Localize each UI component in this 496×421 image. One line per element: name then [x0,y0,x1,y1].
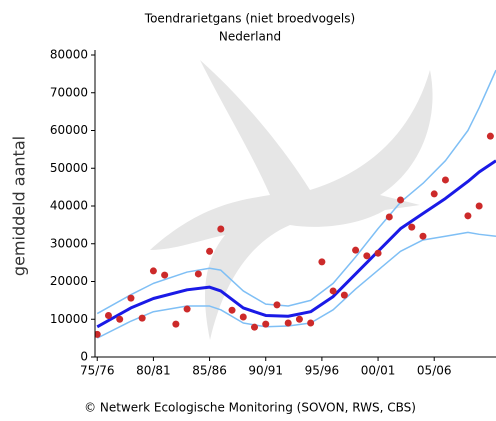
x-tick-label: 00/01 [361,364,396,378]
swift-silhouette [150,60,433,340]
data-point [330,287,337,294]
data-point [419,233,426,240]
y-tick-label: 20000 [50,274,88,288]
data-point [127,295,134,302]
x-tick-label: 80/81 [136,364,171,378]
data-point [431,190,438,197]
data-point [161,272,168,279]
data-point [116,316,123,323]
y-tick-label: 30000 [50,236,88,250]
x-tick-label: 90/91 [248,364,283,378]
data-point [206,248,213,255]
data-point [464,212,471,219]
data-point [476,203,483,210]
data-point [240,313,247,320]
data-point [296,316,303,323]
chart-subtitle: Nederland [219,30,281,44]
data-point [251,324,258,331]
data-point [307,320,314,327]
data-point [397,196,404,203]
y-tick-label: 50000 [50,161,88,175]
chart-title: Toendrarietgans (niet broedvogels) [144,12,355,26]
data-point [318,258,325,265]
data-point [341,292,348,299]
data-point [262,321,269,328]
chart: Toendrarietgans (niet broedvogels) Neder… [0,0,496,421]
data-point [408,224,415,231]
y-tick-label: 10000 [50,312,88,326]
data-point [386,213,393,220]
data-point [285,320,292,327]
x-tick-label: 05/06 [417,364,452,378]
y-axis-label: gemiddeld aantal [10,136,29,276]
data-point [150,267,157,274]
data-point [229,307,236,314]
data-point [375,250,382,257]
y-tick-label: 80000 [50,48,88,62]
data-point [273,301,280,308]
data-point [184,306,191,313]
data-point [352,247,359,254]
data-point [363,252,370,259]
data-point [172,321,179,328]
y-tick-label: 40000 [50,199,88,213]
y-tick-label: 70000 [50,85,88,99]
data-point [217,226,224,233]
data-point [105,312,112,319]
data-point [487,133,494,140]
x-tick-label: 75/76 [80,364,115,378]
footer: © Netwerk Ecologische Monitoring (SOVON,… [84,401,416,415]
x-tick-label: 95/96 [305,364,340,378]
x-tick-label: 85/86 [192,364,227,378]
data-point [139,315,146,322]
data-point [195,270,202,277]
data-point [442,176,449,183]
y-tick-label: 60000 [50,123,88,137]
y-tick-label: 0 [80,350,88,364]
